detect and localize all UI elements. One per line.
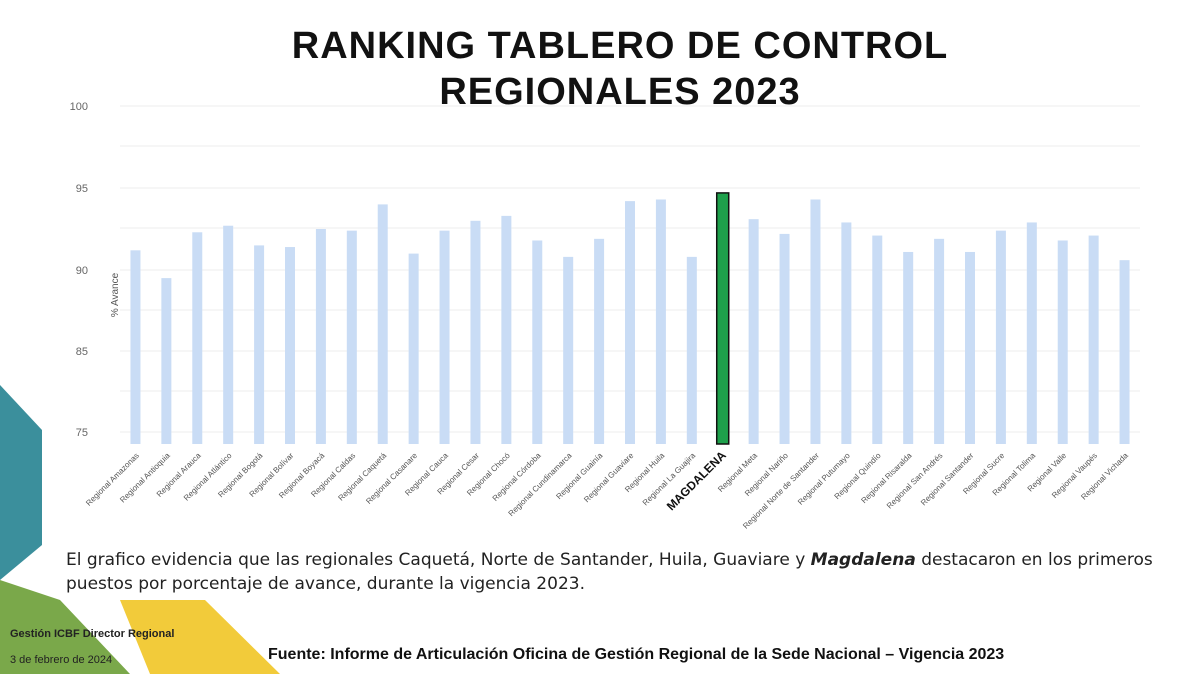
footer-date: 3 de febrero de 2024: [10, 654, 113, 666]
bar: [872, 235, 883, 444]
corner-decoration: [0, 385, 280, 674]
y-tick-label: 90: [76, 265, 88, 277]
x-tick-label: Regional Amazonas: [84, 451, 141, 508]
bar: [161, 278, 172, 444]
caption-text-start: El grafico evidencia que las regionales …: [66, 550, 811, 570]
bar: [1088, 235, 1099, 444]
bar: [285, 247, 295, 444]
bar: [655, 199, 666, 444]
caption-highlight: Magdalena: [810, 550, 916, 570]
x-tick-label: Regional San Andrés: [885, 451, 945, 511]
bar: [810, 199, 821, 444]
bar: [779, 233, 790, 444]
bar: [501, 215, 512, 444]
y-tick-label: 75: [76, 427, 88, 439]
bar: [1026, 222, 1037, 444]
caption: El grafico evidencia que las regionales …: [66, 548, 1156, 596]
bar-highlight: [715, 192, 730, 445]
y-tick-label: 100: [70, 101, 88, 113]
bar: [470, 220, 481, 444]
bar: [995, 230, 1006, 444]
bar: [594, 238, 605, 444]
x-tick-label: Regional Santander: [919, 451, 976, 508]
bar: [903, 251, 914, 444]
yellow-shape: [120, 600, 280, 674]
teal-triangle: [0, 385, 42, 580]
x-tick-label: Regional Putumayo: [796, 451, 852, 507]
bar: [377, 204, 388, 444]
footer-organization: Gestión ICBF Director Regional: [10, 628, 175, 640]
bar: [192, 232, 203, 444]
source-note: Fuente: Informe de Articulación Oficina …: [268, 646, 1005, 663]
bar: [223, 225, 234, 444]
bar: [965, 251, 975, 444]
bar: [315, 229, 326, 444]
green-shape: [0, 580, 130, 674]
bar: [130, 250, 141, 444]
bar: [254, 245, 265, 444]
bar: [346, 230, 357, 444]
y-tick-label: 85: [76, 346, 88, 358]
caption-text-end: destacaron en los primeros puestos por p…: [66, 550, 1153, 594]
bar: [563, 256, 574, 444]
page-title-line-1: RANKING TABLERO DE CONTROL: [291, 25, 949, 67]
bar: [841, 222, 852, 444]
bar: [934, 238, 945, 444]
bar: [1119, 260, 1130, 444]
bar-chart: 75 85 90 95 100 % Avance Regional Amazonas Regi…: [70, 101, 1140, 531]
y-axis-label: % Avance: [110, 272, 121, 317]
bar: [686, 256, 697, 444]
bar: [625, 201, 635, 444]
bar: [439, 230, 450, 444]
bar: [748, 219, 759, 444]
bar: [532, 240, 543, 444]
bar: [1057, 240, 1068, 444]
y-tick-label: 95: [76, 183, 88, 195]
bar: [408, 253, 419, 444]
